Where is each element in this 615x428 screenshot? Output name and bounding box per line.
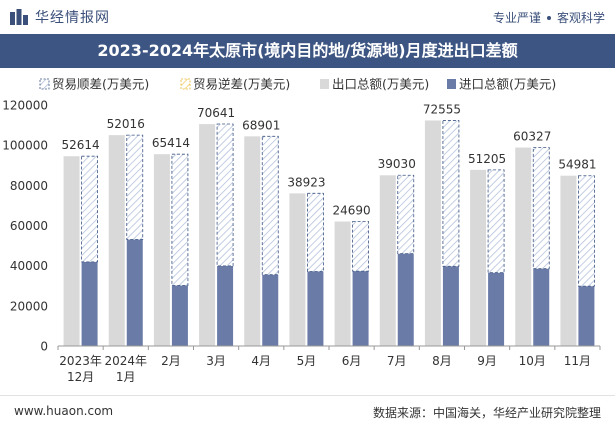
legend-label: 进口总额(万美元) [459,77,556,92]
brand-name: 华经情报网 [35,10,110,26]
y-tick-label: 120000 [2,99,48,113]
footer: www.huaon.com 数据来源：中国海关，华经产业研究院整理 [0,395,615,428]
x-tick-label: 11月 [564,354,591,368]
data-label: 51205 [468,152,506,166]
x-axis: 2023年 12月 2024年 1月 2月 3月 4月 5月 6月 7月 8月 9月 10月 11月 [57,345,601,384]
import-bar [217,265,234,346]
export-bar [334,221,351,346]
import-bar [533,268,550,346]
x-tick-label: 2023年 [59,354,102,368]
import-bar [578,286,595,346]
tag-objective: 客观科学 [556,11,605,25]
x-tick-label: 4月 [251,354,271,368]
data-label: 52016 [107,117,145,131]
trade-surplus-bar [352,221,369,272]
x-tick-label: 6月 [342,354,362,368]
x-tick-label: 2月 [161,354,181,368]
data-label: 65414 [152,136,190,150]
trade-surplus-bar [307,192,324,272]
legend: 贸易顺差(万美元) 贸易逆差(万美元) 出口总额(万美元) 进口总额(万美元) [39,77,556,92]
data-label: 39030 [378,157,416,171]
bars: 52614 52016 65414 70641 68901 38923 24690 39030… [61,103,597,346]
export-bar [470,169,487,346]
x-tick-label: 5月 [297,354,317,368]
trade-surplus-bar [126,134,144,240]
x-tick-label: 1月 [116,370,136,384]
data-label: 60327 [513,130,551,144]
import-bar [397,253,414,346]
x-tick-label: 9月 [477,354,497,368]
data-label: 68901 [242,118,280,132]
y-tick-label: 60000 [10,219,48,233]
trade-surplus-bar [81,155,98,263]
import-bar [442,266,459,346]
chart-title: 2023-2024年太原市(境内目的地/货源地)月度进出口差额 [0,34,615,68]
brand: 华经情报网 [10,7,110,27]
y-tick-label: 40000 [10,259,48,273]
legend-swatch [320,79,329,89]
import-bar [262,274,279,346]
x-tick-label: 2024年 [104,354,147,368]
x-tick-label: 3月 [206,354,226,368]
export-bar [108,135,125,346]
top-bar: 华经情报网 专业严谨 客观科学 [0,0,615,34]
legend-swatch [180,78,191,90]
import-bar [81,261,98,346]
legend-label: 贸易顺差(万美元) [52,77,149,92]
export-bar [560,175,577,346]
trade-surplus-bar [171,153,189,286]
y-tick-label: 20000 [10,299,48,313]
import-bar [307,271,324,346]
tag-professional: 专业严谨 [492,11,541,25]
data-label: 24690 [332,204,370,218]
import-bar [488,272,505,346]
y-tick-label: 0 [40,340,48,354]
y-tick-label: 100000 [2,139,48,153]
footer-source: 数据来源：中国海关，华经产业研究院整理 [372,406,601,420]
x-tick-label: 7月 [387,354,407,368]
trade-surplus-bar [216,123,234,267]
export-bar [379,175,396,346]
import-bar [352,271,369,346]
tag-separator-dot [546,15,551,20]
y-tick-label: 80000 [10,179,48,193]
legend-swatch [39,78,50,90]
export-bar [289,193,306,346]
data-label: 52614 [61,138,99,152]
trade-surplus-bar [532,147,550,270]
x-tick-label: 8月 [432,354,452,368]
trade-surplus-bar [578,175,595,287]
footer-url: www.huaon.com [14,404,114,418]
legend-label: 出口总额(万美元) [332,77,429,92]
trade-surplus-bar [442,120,460,267]
import-bar [126,239,143,346]
export-bar [244,136,261,346]
chart: 贸易顺差(万美元) 贸易逆差(万美元) 出口总额(万美元) 进口总额(万美元) 0 20… [2,77,601,384]
data-label: 70641 [197,106,235,120]
brand-logo-icon [10,9,28,25]
x-tick-label: 12月 [67,370,94,384]
y-axis: 0 20000 40000 60000 80000 100000 120000 [2,99,48,354]
trade-surplus-bar [261,135,279,276]
trade-surplus-bar [487,169,505,274]
export-bar [199,124,216,346]
export-bar [153,154,170,346]
export-bar [424,120,441,346]
export-bar [63,156,80,346]
export-bar [515,147,532,346]
trade-surplus-bar [397,174,415,255]
data-label: 72555 [423,103,461,117]
legend-label: 贸易逆差(万美元) [193,77,290,92]
header-tags: 专业严谨 客观科学 [493,9,605,26]
import-bar [171,285,188,346]
data-label: 54981 [558,158,596,172]
legend-swatch [447,79,456,89]
data-label: 38923 [287,175,325,189]
x-tick-label: 10月 [519,354,546,368]
